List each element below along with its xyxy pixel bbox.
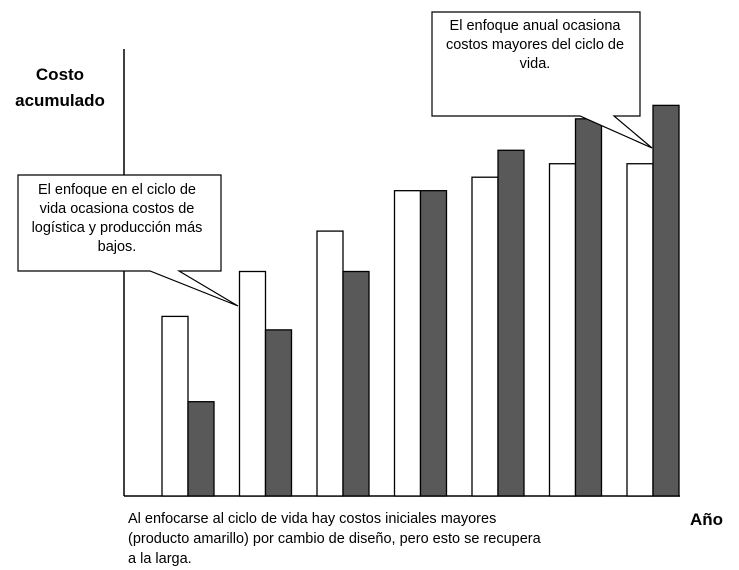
callout-box-annual [431,11,653,149]
bar-series2-cat4 [419,190,448,497]
bar-series1-cat3 [316,230,344,497]
chart-caption: Al enfocarse al ciclo de vida hay costos… [128,511,541,567]
bar-series1-cat4 [393,190,422,497]
bar-series2-cat3 [342,270,370,497]
bar-series2-cat5 [497,149,525,497]
bar-series1-cat1 [161,315,189,497]
callout-annual-text: El enfoque anual ocasiona costos mayores… [445,18,625,72]
callout-box-lifecycle [17,174,239,307]
bar-series1-cat5 [471,176,499,497]
bars-group [161,104,680,497]
bar-series2-cat2 [264,329,293,497]
x-axis-label: Año [690,510,724,529]
callout-lifecycle-text: El enfoque en el ciclo de vida ocasiona … [31,182,203,255]
bar-series1-cat6 [548,163,577,497]
bar-series2-cat1 [187,401,215,497]
bar-series2-cat6 [574,118,603,497]
bar-series1-cat2 [238,270,267,497]
y-axis-label: Costo acumulado [15,65,105,110]
bar-series1-cat7 [626,163,654,497]
bar-series2-cat7 [652,104,680,497]
